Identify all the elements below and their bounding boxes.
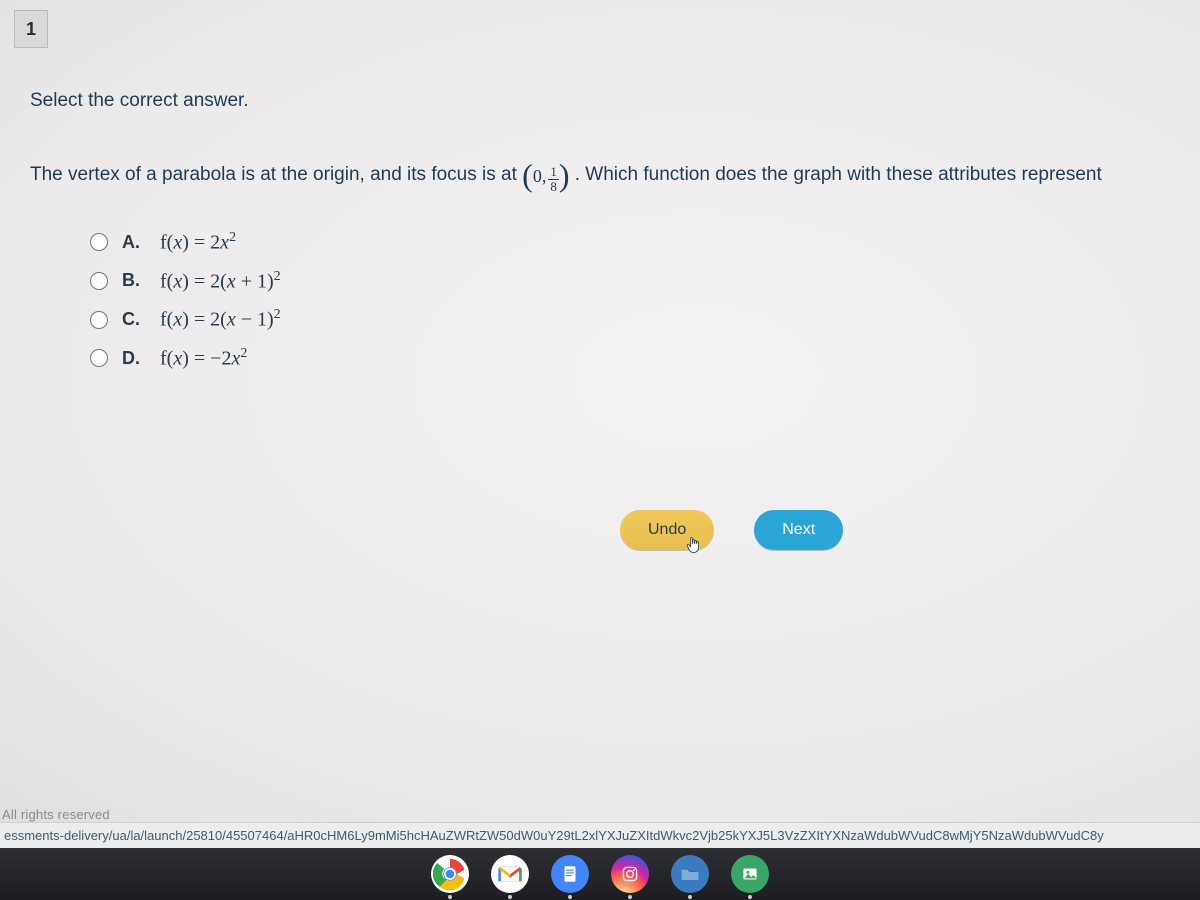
option-d[interactable]: D. f(x) = −2x2	[90, 346, 281, 371]
taskbar-indicator	[748, 895, 752, 899]
prompt-after: . Which function does the graph with the…	[575, 164, 1102, 185]
action-buttons: Undo Next	[620, 510, 843, 550]
option-a-radio[interactable]	[90, 233, 108, 251]
question-number: 1	[26, 19, 36, 40]
focus-x: 0	[533, 166, 542, 186]
chrome-icon[interactable]	[431, 855, 469, 893]
focus-y-numerator: 1	[548, 165, 559, 180]
status-url: essments-delivery/ua/la/launch/25810/455…	[4, 828, 1104, 843]
paren-open: (	[522, 157, 533, 193]
option-b[interactable]: B. f(x) = 2(x + 1)2	[90, 269, 281, 294]
option-a-letter: A.	[122, 232, 146, 253]
prompt-before: The vertex of a parabola is at the origi…	[30, 164, 522, 185]
question-number-badge: 1	[14, 10, 48, 48]
option-d-math: f(x) = −2x2	[160, 346, 247, 371]
option-c[interactable]: C. f(x) = 2(x − 1)2	[90, 307, 281, 332]
option-b-letter: B.	[122, 270, 146, 291]
gallery-icon[interactable]	[731, 855, 769, 893]
paren-close: )	[559, 157, 570, 193]
undo-label: Undo	[648, 521, 686, 539]
option-a-math: f(x) = 2x2	[160, 230, 236, 255]
instruction-text: Select the correct answer.	[30, 90, 249, 112]
option-a[interactable]: A. f(x) = 2x2	[90, 230, 281, 255]
option-c-radio[interactable]	[90, 311, 108, 329]
options-group: A. f(x) = 2x2 B. f(x) = 2(x + 1)2 C. f(x…	[90, 230, 281, 371]
taskbar-indicator	[568, 895, 572, 899]
focus-y-denominator: 8	[548, 180, 559, 194]
option-d-radio[interactable]	[90, 349, 108, 367]
comma: ,	[542, 166, 547, 186]
question-prompt: The vertex of a parabola is at the origi…	[30, 150, 1190, 201]
gmail-icon[interactable]	[491, 855, 529, 893]
option-c-letter: C.	[122, 309, 146, 330]
taskbar-indicator	[688, 895, 692, 899]
taskbar	[0, 848, 1200, 900]
next-label: Next	[782, 521, 815, 539]
status-url-bar: essments-delivery/ua/la/launch/25810/455…	[0, 822, 1200, 848]
taskbar-indicator	[448, 895, 452, 899]
taskbar-indicator	[508, 895, 512, 899]
cursor-hand-icon	[684, 534, 704, 556]
files-icon[interactable]	[671, 855, 709, 893]
option-b-radio[interactable]	[90, 272, 108, 290]
option-b-math: f(x) = 2(x + 1)2	[160, 269, 281, 294]
taskbar-indicator	[628, 895, 632, 899]
docs-icon[interactable]	[551, 855, 589, 893]
undo-button[interactable]: Undo	[620, 510, 714, 550]
option-c-math: f(x) = 2(x − 1)2	[160, 307, 281, 332]
instagram-icon[interactable]	[611, 855, 649, 893]
footer-rights: All rights reserved	[2, 807, 110, 822]
focus-y-fraction: 18	[548, 165, 559, 193]
option-d-letter: D.	[122, 348, 146, 369]
next-button[interactable]: Next	[754, 510, 843, 550]
